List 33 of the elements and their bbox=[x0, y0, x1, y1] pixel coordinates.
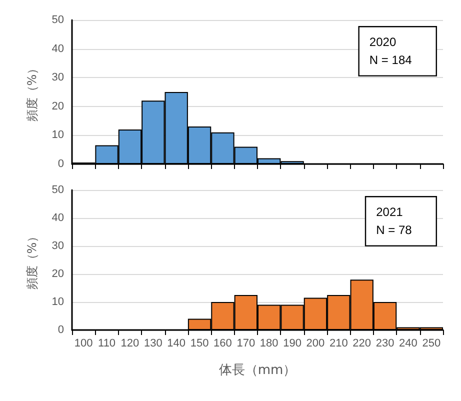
x-tick-label: 140 bbox=[167, 338, 186, 350]
x-tick-label: 200 bbox=[306, 338, 325, 350]
x-tick-label: 230 bbox=[376, 338, 394, 350]
x-tick-label: 180 bbox=[260, 338, 278, 350]
annotation: 2021 N = 78 bbox=[376, 205, 412, 238]
y-tick-label: 50 bbox=[52, 184, 64, 196]
x-tick-label: 110 bbox=[98, 338, 116, 350]
x-tick-label: 220 bbox=[352, 338, 372, 350]
y-tick-label: 30 bbox=[52, 72, 64, 84]
x-tick-label: 250 bbox=[422, 338, 441, 350]
y-tick-label: 0 bbox=[58, 158, 64, 170]
y-tick-label: 20 bbox=[52, 100, 64, 112]
y-axis-title: 頻度（%） bbox=[25, 62, 39, 122]
y-tick-label: 0 bbox=[58, 324, 64, 336]
y-tick-label: 20 bbox=[52, 268, 64, 280]
x-tick-label: 190 bbox=[283, 338, 302, 350]
x-tick-label: 120 bbox=[120, 338, 140, 350]
x-tick-label: 170 bbox=[236, 338, 256, 350]
y-tick-label: 10 bbox=[52, 296, 64, 308]
y-tick-label: 40 bbox=[52, 42, 64, 55]
y-tick-label: 50 bbox=[52, 14, 64, 26]
x-tick-label: 160 bbox=[214, 338, 232, 350]
y-tick-label: 10 bbox=[52, 129, 64, 142]
y-tick-label: 40 bbox=[52, 212, 64, 224]
y-tick-label: 30 bbox=[52, 240, 64, 252]
x-tick-label: 150 bbox=[190, 338, 209, 350]
x-tick-label: 130 bbox=[144, 338, 162, 350]
x-tick-label: 240 bbox=[399, 338, 418, 350]
x-tick-label: 100 bbox=[74, 338, 93, 350]
x-axis-title: 体長（mm） bbox=[218, 363, 296, 378]
annotation: 2020 N = 184 bbox=[369, 35, 412, 68]
x-tick-label: 210 bbox=[329, 338, 348, 350]
y-axis-title: 頻度（%） bbox=[25, 230, 39, 290]
